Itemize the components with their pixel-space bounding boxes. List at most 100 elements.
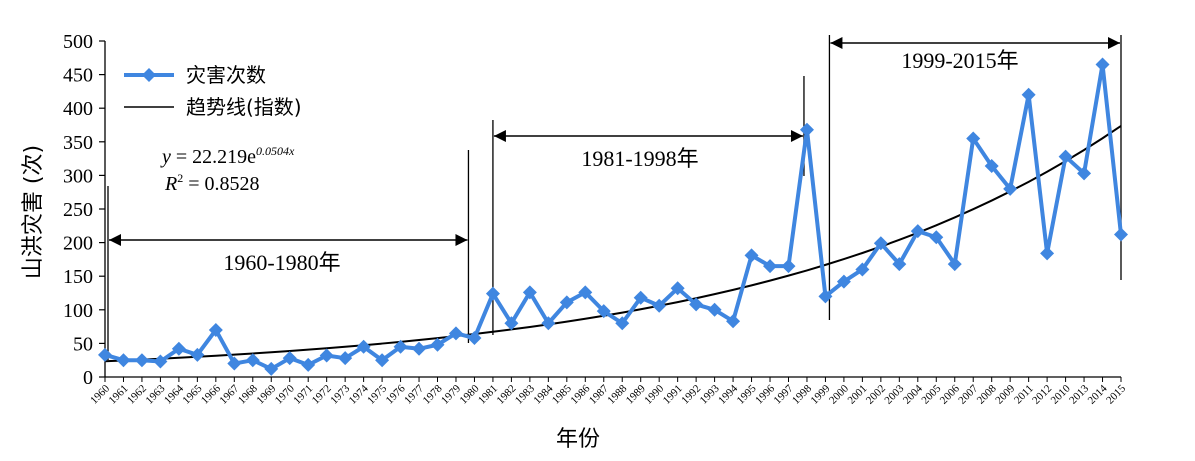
x-tick-label: 1998 (790, 382, 814, 406)
x-tick-label: 1985 (550, 382, 574, 406)
x-tick-label: 2000 (827, 382, 851, 406)
y-tick-label: 150 (63, 266, 93, 288)
legend-series-marker (142, 68, 156, 82)
data-point (615, 316, 630, 331)
x-tick-label: 2015 (1104, 382, 1128, 406)
data-point (190, 347, 205, 362)
x-tick-label: 1994 (716, 382, 740, 406)
period-label: 1960-1980年 (223, 250, 340, 275)
x-tick-label: 1987 (587, 382, 611, 406)
data-point (873, 236, 888, 251)
x-axis-title: 年份 (556, 427, 600, 452)
data-point (319, 348, 334, 363)
x-tick-label: 1991 (661, 383, 685, 407)
x-tick-label: 2004 (901, 382, 925, 406)
data-point (98, 347, 112, 362)
data-point (984, 158, 999, 173)
x-tick-label: 1981 (476, 383, 500, 407)
x-tick-label: 1972 (310, 383, 334, 407)
data-point (910, 224, 925, 239)
data-point (522, 285, 537, 300)
arrow-head (455, 234, 468, 246)
data-point (504, 316, 519, 331)
x-tick-label: 1970 (273, 382, 297, 406)
y-tick-label: 300 (63, 165, 93, 187)
x-tick-label: 1980 (458, 382, 482, 406)
data-point (467, 331, 482, 346)
data-point (763, 259, 778, 274)
arrow-head (493, 130, 506, 142)
data-point (1095, 57, 1110, 72)
data-series (98, 57, 1128, 376)
data-point (1114, 227, 1128, 242)
data-point (171, 341, 186, 356)
x-tick-label: 2010 (1049, 382, 1073, 406)
x-tick-label: 1982 (494, 383, 518, 407)
x-tick-label: 1993 (698, 382, 722, 406)
data-point (836, 274, 851, 289)
data-point (1058, 149, 1073, 164)
data-point (264, 361, 279, 376)
data-point (1077, 166, 1092, 181)
x-tick-label: 1986 (568, 382, 592, 406)
data-point (855, 262, 870, 277)
x-tick-label: 1999 (809, 382, 833, 406)
arrow-head (109, 234, 121, 246)
y-tick-label: 0 (83, 367, 93, 389)
data-point (282, 351, 297, 366)
x-tick-label: 1967 (217, 382, 241, 406)
data-point (781, 259, 796, 274)
x-tick-label: 1961 (107, 383, 131, 407)
period-label: 1981-1998年 (581, 146, 698, 171)
y-axis-title: 山洪灾害 (次) (21, 145, 46, 279)
x-tick-label: 1965 (180, 382, 204, 406)
data-point (301, 357, 316, 372)
data-point (652, 298, 667, 313)
x-tick-label: 1968 (236, 382, 260, 406)
data-point (338, 351, 353, 366)
arrow-head (1108, 37, 1120, 49)
x-tick-label: 1992 (679, 383, 703, 407)
arrow-head (790, 130, 803, 142)
r-squared-line: R2 = 0.8528 (164, 171, 260, 195)
period-markers: 1960-1980年 1981-1998年 1999-2015年 (107, 35, 1122, 360)
y-tick-label: 450 (63, 65, 93, 87)
data-point (892, 257, 907, 272)
x-tick-label: 2005 (919, 382, 943, 406)
x-tick-label: 1969 (254, 382, 278, 406)
x-tick-label: 2002 (864, 383, 888, 407)
x-tick-label: 2001 (845, 383, 869, 407)
x-tick-label: 1962 (125, 383, 149, 407)
x-tick-label: 2011 (1012, 383, 1036, 407)
data-point (726, 314, 741, 329)
y-tick-label: 250 (63, 199, 93, 221)
x-tick-label: 1989 (624, 382, 648, 406)
data-point (245, 353, 260, 368)
data-point (818, 289, 833, 304)
data-point (356, 339, 371, 354)
y-tick-label: 350 (63, 132, 93, 154)
x-tick-label: 2009 (993, 382, 1017, 406)
x-tick-label: 1971 (291, 383, 315, 407)
y-tick-label: 50 (73, 333, 93, 355)
data-point (448, 326, 463, 341)
trend-equation: y = 22.219e0.0504x R2 = 0.8528 (160, 144, 295, 195)
data-point (1040, 246, 1055, 261)
data-point (633, 290, 648, 305)
y-tick-label: 400 (63, 98, 93, 120)
data-point (208, 322, 223, 337)
x-tick-label: 2003 (882, 382, 906, 406)
data-point (707, 302, 722, 317)
equation-line: y = 22.219e0.0504x (160, 144, 295, 168)
x-tick-label: 2007 (956, 382, 980, 406)
legend-series-label: 灾害次数 (186, 63, 266, 87)
x-tick-label: 1974 (347, 382, 371, 406)
x-tick-label: 1979 (439, 382, 463, 406)
x-tick-label: 1996 (753, 382, 777, 406)
data-point (929, 230, 944, 245)
legend-trend-label: 趋势线(指数) (186, 95, 302, 119)
x-tick-label: 1983 (513, 382, 537, 406)
data-point (485, 286, 500, 301)
